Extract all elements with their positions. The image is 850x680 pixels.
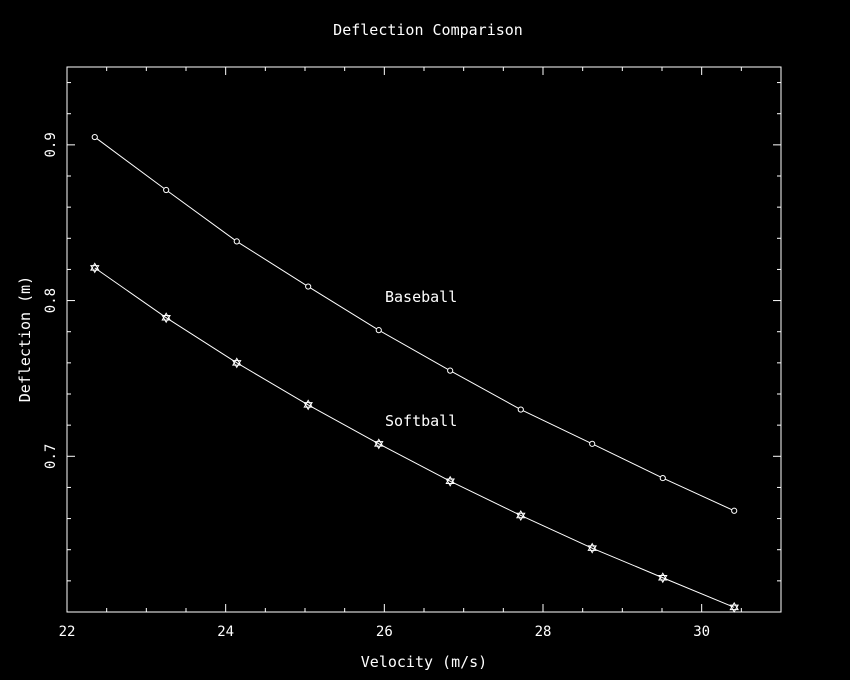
- softball-point-tri-down: [90, 265, 100, 274]
- softball-point-tri-up: [445, 475, 455, 484]
- softball-point-tri-down: [445, 478, 455, 487]
- y-tick-label: 0.7: [43, 444, 59, 469]
- softball-point: [658, 572, 668, 584]
- softball-line: [94, 267, 735, 608]
- x-tick-label: 26: [376, 624, 393, 640]
- softball-point-tri-down: [303, 402, 313, 411]
- softball-point-tri-up: [90, 262, 100, 271]
- softball-series-label: Softball: [385, 412, 457, 430]
- softball-point-tri-up: [161, 312, 171, 321]
- softball-point: [516, 509, 526, 521]
- baseball-line: [94, 136, 735, 512]
- softball-point: [587, 542, 597, 554]
- y-tick-label: 0.9: [43, 132, 59, 157]
- softball-point-tri-down: [374, 441, 384, 450]
- baseball-point: [163, 186, 170, 194]
- baseball-series-label: Baseball: [385, 288, 457, 306]
- softball-point: [445, 475, 455, 487]
- baseball-series: Baseball: [91, 133, 738, 514]
- softball-point: [374, 438, 384, 450]
- softball-point: [90, 262, 100, 274]
- softball-point-tri-up: [729, 601, 739, 611]
- softball-point-tri-down: [587, 545, 597, 554]
- softball-point-tri-up: [516, 509, 526, 519]
- baseball-point: [659, 474, 666, 482]
- softball-point-tri-down: [516, 512, 526, 521]
- x-tick-label: 28: [535, 624, 552, 640]
- plot-frame: [66, 66, 782, 613]
- baseball-point: [517, 406, 524, 413]
- softball-point-tri-up: [587, 542, 597, 551]
- softball-point: [729, 601, 739, 613]
- softball-point: [232, 357, 242, 369]
- softball-point-tri-down: [729, 604, 739, 613]
- x-tick-label: 22: [59, 624, 76, 640]
- softball-point-tri-down: [232, 360, 242, 369]
- x-tick-label: 24: [217, 624, 234, 640]
- softball-series: Softball: [90, 262, 739, 613]
- softball-point: [161, 312, 171, 324]
- baseball-point: [91, 133, 98, 141]
- softball-point-tri-down: [161, 314, 171, 324]
- softball-point-tri-up: [303, 399, 313, 408]
- baseball-point: [305, 283, 312, 290]
- y-axis-label: Deflection (m): [16, 276, 34, 402]
- axis-ticks: [66, 67, 782, 612]
- softball-point-tri-down: [658, 574, 668, 584]
- series-layer: Baseball Softball: [90, 133, 739, 613]
- x-tick-label: 30: [693, 624, 710, 640]
- chart-title: Deflection Comparison: [333, 21, 523, 39]
- baseball-point: [589, 440, 596, 447]
- axis-tick-labels: 22 24 26 28 30 0.7 0.8 0.9: [43, 132, 710, 640]
- baseball-point: [233, 238, 240, 245]
- softball-point-tri-up: [658, 572, 668, 581]
- baseball-point: [447, 367, 454, 374]
- softball-point-tri-up: [232, 357, 242, 366]
- x-axis-label: Velocity (m/s): [361, 653, 487, 671]
- softball-point: [303, 399, 313, 411]
- y-tick-label: 0.8: [43, 288, 59, 313]
- softball-point-tri-up: [374, 438, 384, 447]
- baseball-point: [375, 327, 382, 334]
- baseball-point: [731, 507, 738, 514]
